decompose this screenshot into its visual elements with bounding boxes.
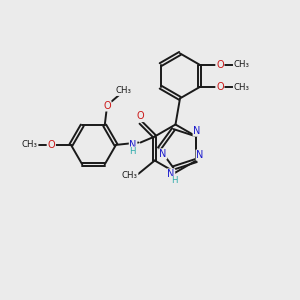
Text: CH₃: CH₃ — [116, 86, 132, 95]
Text: CH₃: CH₃ — [122, 171, 138, 180]
Text: CH₃: CH₃ — [233, 82, 250, 92]
Text: O: O — [136, 112, 144, 122]
Text: O: O — [216, 60, 224, 70]
Text: H: H — [171, 176, 177, 185]
Text: N: N — [167, 169, 175, 179]
Text: O: O — [103, 101, 111, 111]
Text: O: O — [216, 82, 224, 92]
Text: N: N — [193, 126, 201, 136]
Text: N: N — [196, 150, 204, 160]
Text: N: N — [159, 149, 167, 159]
Text: N: N — [129, 140, 137, 150]
Text: CH₃: CH₃ — [233, 60, 250, 69]
Text: O: O — [48, 140, 55, 150]
Text: CH₃: CH₃ — [22, 140, 38, 149]
Text: H: H — [129, 147, 136, 156]
